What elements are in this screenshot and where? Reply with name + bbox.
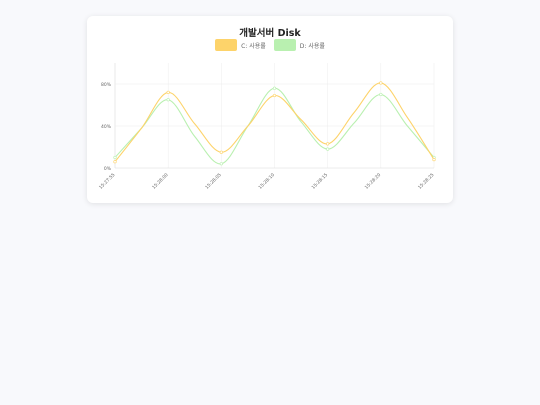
series-d-point: [379, 92, 383, 97]
legend-swatch-c: [215, 39, 238, 51]
series-d-point: [219, 162, 223, 166]
x-tick-label: 15:28:15: [311, 172, 330, 191]
y-tick-label: 80%: [101, 82, 112, 88]
x-tick-label: 15:28:05: [204, 172, 223, 191]
legend-item-c[interactable]: C: 사용률: [215, 39, 266, 51]
series-d-point: [113, 155, 117, 160]
legend-swatch-d: [273, 39, 296, 51]
x-tick-label: 15:28:10: [257, 172, 276, 191]
series-c-point: [272, 93, 277, 98]
x-tick-label: 15:28:25: [417, 172, 436, 191]
series-c-point: [326, 142, 330, 146]
x-tick-label: 15:28:20: [364, 172, 383, 191]
series-c-point: [113, 160, 117, 164]
chart-title: 개발서버 Disk: [239, 28, 301, 39]
series-c-point: [432, 158, 436, 162]
chart-legend: C: 사용률 D: 사용률: [87, 39, 453, 51]
y-tick-label: 40%: [101, 124, 112, 130]
series-c-point: [379, 81, 383, 85]
x-tick-label: 15:28:00: [151, 172, 170, 191]
series-d-point: [272, 86, 277, 90]
series-c-point: [219, 150, 223, 154]
y-tick-label: 0%: [104, 166, 112, 172]
x-tick-label: 15:27:55: [98, 172, 117, 191]
legend-label-c: C: 사용률: [241, 42, 266, 50]
legend-label-d: D: 사용률: [299, 42, 325, 50]
series-d-point: [166, 98, 170, 102]
series-c-point: [166, 90, 170, 94]
legend-item-d[interactable]: D: 사용률: [273, 39, 325, 51]
series-d-point: [326, 147, 330, 151]
line-chart: 0% 40% 80% 15:27:55 15:28:00 15:28:05 15:28:10…: [98, 63, 436, 191]
chart-card: 개발서버 Disk C: 사용률 D: 사용률 0% 40% 80% 15:27:55…: [87, 16, 453, 203]
